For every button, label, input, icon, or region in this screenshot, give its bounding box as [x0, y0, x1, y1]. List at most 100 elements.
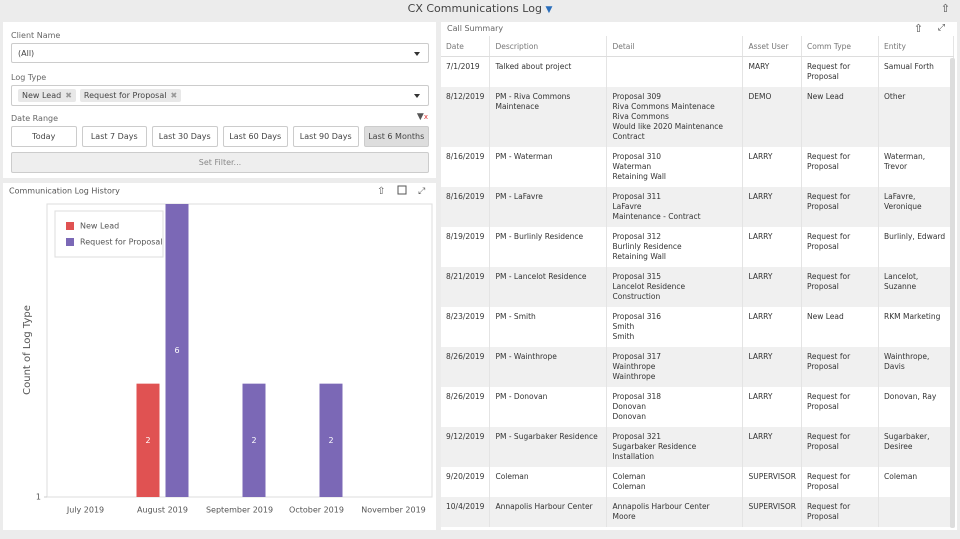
table-row[interactable]: 8/21/2019 PM - Lancelot Residence Proposal… [441, 267, 954, 307]
tag-remove[interactable]: ✖ [65, 91, 72, 100]
column-header[interactable]: Comm Type [801, 36, 879, 57]
date-range-button[interactable]: Today [11, 126, 77, 147]
table-cell: Proposal 312 Burlinly Residence Retaining … [606, 227, 744, 267]
detail-line: Lancelot Residence [612, 282, 686, 291]
table-cell: Waterman, Trevor [878, 147, 954, 187]
column-header[interactable]: Detail [606, 36, 744, 57]
scrollbar[interactable] [950, 58, 955, 528]
set-filter-button[interactable]: Set Filter... [11, 152, 429, 173]
table-row[interactable]: 8/23/2019 PM - Smith Proposal 316 Smith Smit… [441, 307, 954, 347]
detail-line: Burlinly Residence [612, 242, 682, 251]
table-cell: 8/26/2019 [441, 347, 491, 387]
table-row[interactable]: 8/12/2019 PM - Riva Commons Maintenace Pro… [441, 87, 954, 147]
tag[interactable]: Request for Proposal ✖ [79, 89, 182, 102]
table-cell: Request for Proposal [801, 56, 879, 87]
expand-icon[interactable]: ⤢ [417, 187, 425, 197]
detail-line: Riva Commons Maintenace [612, 102, 715, 111]
table-cell: LARRY [742, 347, 802, 387]
tag-remove[interactable]: ✖ [170, 91, 178, 100]
table-cell: LaFavre, Veronique [878, 187, 954, 227]
legend-swatch [66, 238, 74, 246]
table-cell: Wainthrope, Davis [878, 347, 954, 387]
detail-line: Wainthrope [612, 372, 656, 381]
copy-icon[interactable] [397, 185, 407, 195]
table-cell: PM - Lancelot Residence [489, 267, 608, 307]
x-tick-label: July 2019 [66, 506, 104, 515]
column-header[interactable]: Date [441, 36, 491, 57]
chart: Communication Log History ⇧ ⤢ Count of L… [9, 185, 433, 515]
x-tick-label: November 2019 [361, 506, 426, 515]
date-range-button[interactable]: Last 60 Days [222, 126, 288, 147]
table-cell: New Lead [801, 307, 879, 347]
detail-line: Annapolis Harbour Center [612, 502, 710, 511]
detail-line: Retaining Wall [612, 172, 667, 181]
table-row[interactable]: 8/16/2019 PM - Waterman Proposal 310 Waterm… [441, 147, 954, 187]
table-cell: Annapolis Harbour Center [489, 497, 608, 527]
table-cell: PM - Wainthrope [489, 347, 608, 387]
table-cell: 9/12/2019 [441, 427, 491, 467]
table-cell: 8/12/2019 [441, 87, 491, 147]
table-cell: LARRY [742, 267, 802, 307]
table-row[interactable]: 8/26/2019 PM - Donovan Proposal 318 Donovan… [441, 387, 954, 427]
table-row[interactable]: 10/4/2019 Annapolis Harbour Center Annapol… [441, 497, 954, 527]
table-cell: Sugarbaker, Desiree [878, 427, 954, 467]
table-row[interactable]: 9/20/2019 Coleman Coleman Coleman SUPERVISOR… [441, 467, 954, 497]
table-cell: Request for Proposal [801, 427, 879, 467]
table-cell: 8/21/2019 [441, 267, 491, 307]
table-cell: Other [878, 87, 954, 147]
detail-line: Proposal 316 [612, 312, 662, 321]
table-cell: PM - Burlinly Residence [489, 227, 608, 267]
table-cell: LARRY [742, 147, 802, 187]
date-range-button[interactable]: Last 7 Days [81, 126, 147, 147]
table-row[interactable]: 8/19/2019 PM - Burlinly Residence Proposal… [441, 227, 954, 267]
detail-line: Proposal 317 [612, 352, 662, 361]
client-select[interactable]: (All) [11, 43, 429, 63]
chart-title: Communication Log History [9, 187, 120, 196]
date-range-button[interactable]: Last 30 Days [152, 126, 218, 147]
detail-line: Coleman [612, 482, 646, 491]
y-axis-label: Count of Log Type [22, 305, 33, 395]
select-value: (All) [18, 48, 35, 58]
export-icon[interactable]: ⇧ [940, 2, 950, 15]
table-cell: 10/4/2019 [441, 497, 491, 527]
table-cell: Proposal 316 Smith Smith [606, 307, 744, 347]
detail-line: Proposal 315 [612, 272, 662, 281]
export-icon[interactable]: ⇧ [913, 22, 923, 35]
table-cell: MARY [742, 56, 802, 87]
table-row[interactable]: 9/12/2019 PM - Sugarbaker Residence Propos… [441, 427, 954, 467]
table-cell: PM - Smith [489, 307, 608, 347]
filter-icon[interactable]: ▼ [545, 5, 553, 15]
table-row[interactable]: 7/1/2019 Talked about project MARY Request … [441, 56, 954, 87]
table-row[interactable]: 8/26/2019 PM - Wainthrope Proposal 317 Wain… [441, 347, 954, 387]
detail-line: Moore [612, 512, 636, 521]
export-icon[interactable]: ⇧ [377, 186, 385, 197]
detail-line: Would like 2020 Maintenance Contract [612, 122, 724, 141]
table-cell: Request for Proposal [801, 267, 879, 307]
column-header[interactable]: Asset User [742, 36, 802, 57]
table-cell: PM - Sugarbaker Residence [489, 427, 608, 467]
clear-filter-icon[interactable]: ▼x [416, 112, 428, 122]
column-header[interactable]: Description [489, 36, 608, 57]
table-row[interactable]: 8/16/2019 PM - LaFavre Proposal 311 LaFavre… [441, 187, 954, 227]
table-cell [878, 497, 954, 527]
detail-line: Proposal 312 [612, 232, 662, 241]
filter-label: Client Name [11, 31, 61, 40]
table-cell: Proposal 315 Lancelot Residence Constructi… [606, 267, 744, 307]
detail-line: Construction [612, 292, 661, 301]
table-cell: PM - LaFavre [489, 187, 608, 227]
log-type-select[interactable]: New Lead ✖ Request for Proposal ✖ [11, 85, 429, 106]
expand-icon[interactable]: ⤢ [937, 23, 945, 33]
table-cell: LARRY [742, 387, 802, 427]
bar [242, 383, 266, 497]
chart-panel: Communication Log History ⇧ ⤢ Count of L… [3, 183, 436, 530]
table-cell: 8/26/2019 [441, 387, 491, 427]
tag[interactable]: New Lead ✖ [18, 89, 76, 102]
table-cell: Donovan, Ray [878, 387, 954, 427]
date-range-button[interactable]: Last 6 Months [363, 126, 429, 147]
detail-line: Proposal 310 [612, 152, 662, 161]
date-range-button[interactable]: Last 90 Days [293, 126, 359, 147]
data-label: 6 [174, 346, 179, 355]
detail-line: Installation [612, 452, 655, 461]
table-cell: PM - Donovan [489, 387, 608, 427]
column-header[interactable]: Entity [878, 36, 954, 57]
